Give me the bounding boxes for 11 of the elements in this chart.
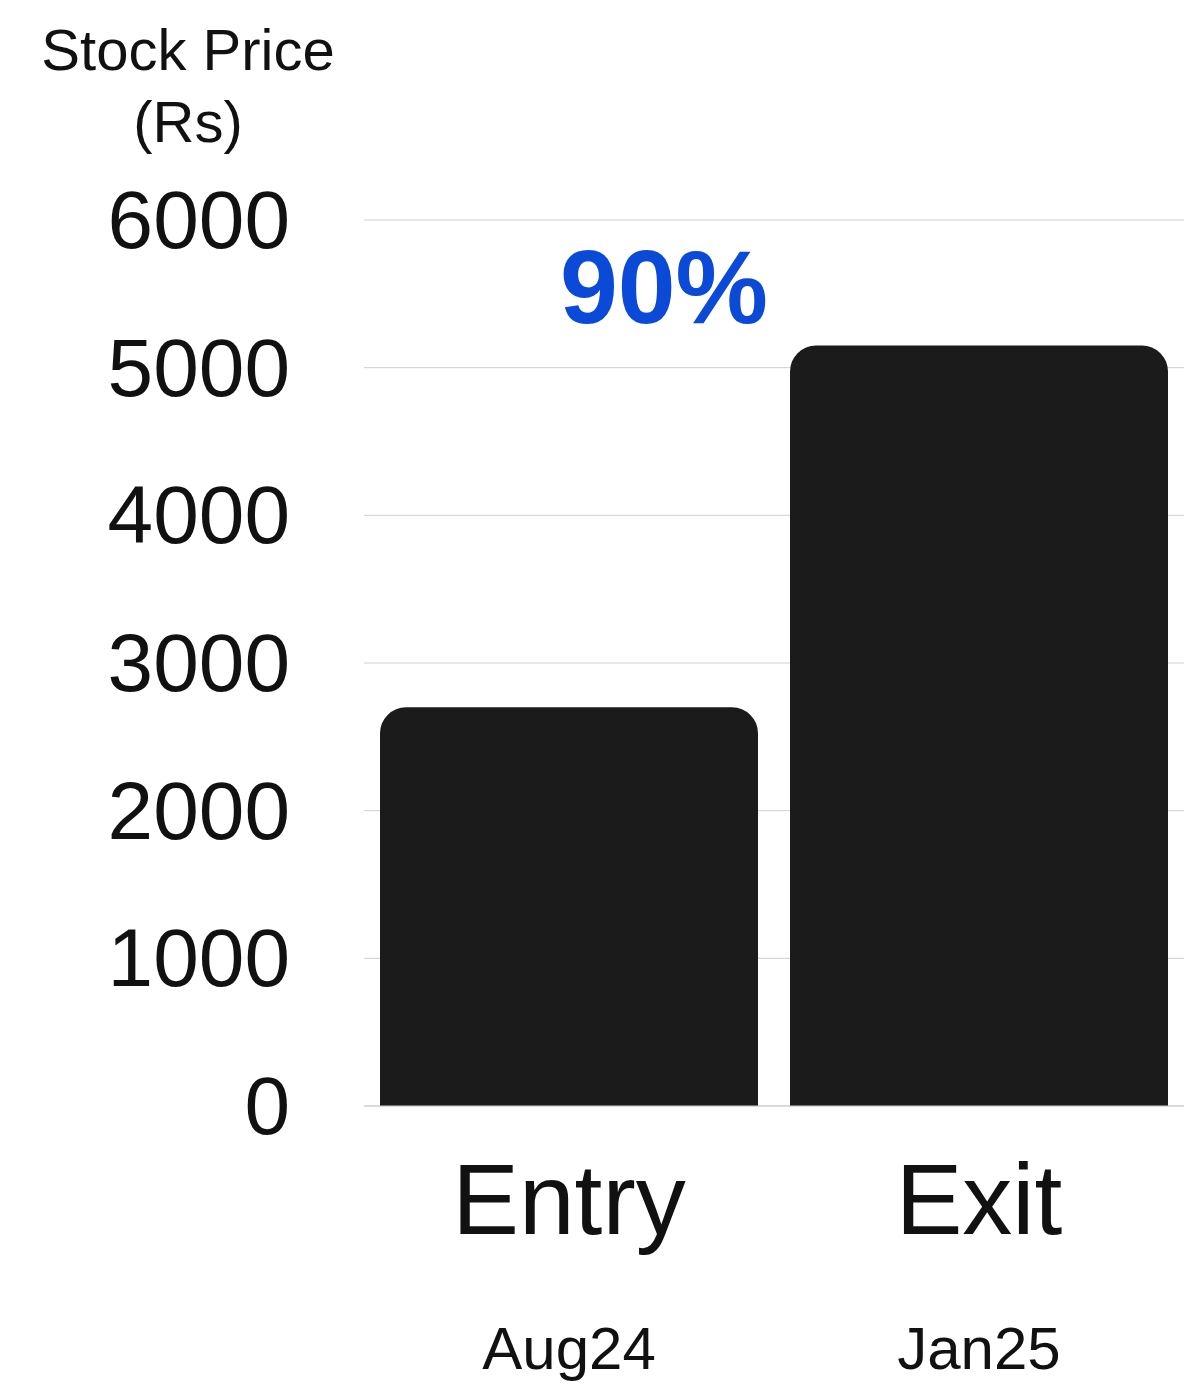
x-tick-label: Entry Aug24 [452,1143,686,1382]
y-tick-label: 2000 [107,764,290,856]
y-tick-label: 0 [244,1060,290,1151]
x-tick-label: Exit Jan25 [895,1143,1063,1382]
y-tick-label: 1000 [107,912,290,1004]
y-tick-label: 5000 [107,321,290,413]
y-tick-label: 6000 [107,174,290,265]
y-tick-label: 3000 [107,617,290,708]
y-tick-label: 4000 [107,469,290,561]
annotation: 90% [558,228,770,347]
y-axis-title: Stock Price (Rs) [40,16,336,156]
